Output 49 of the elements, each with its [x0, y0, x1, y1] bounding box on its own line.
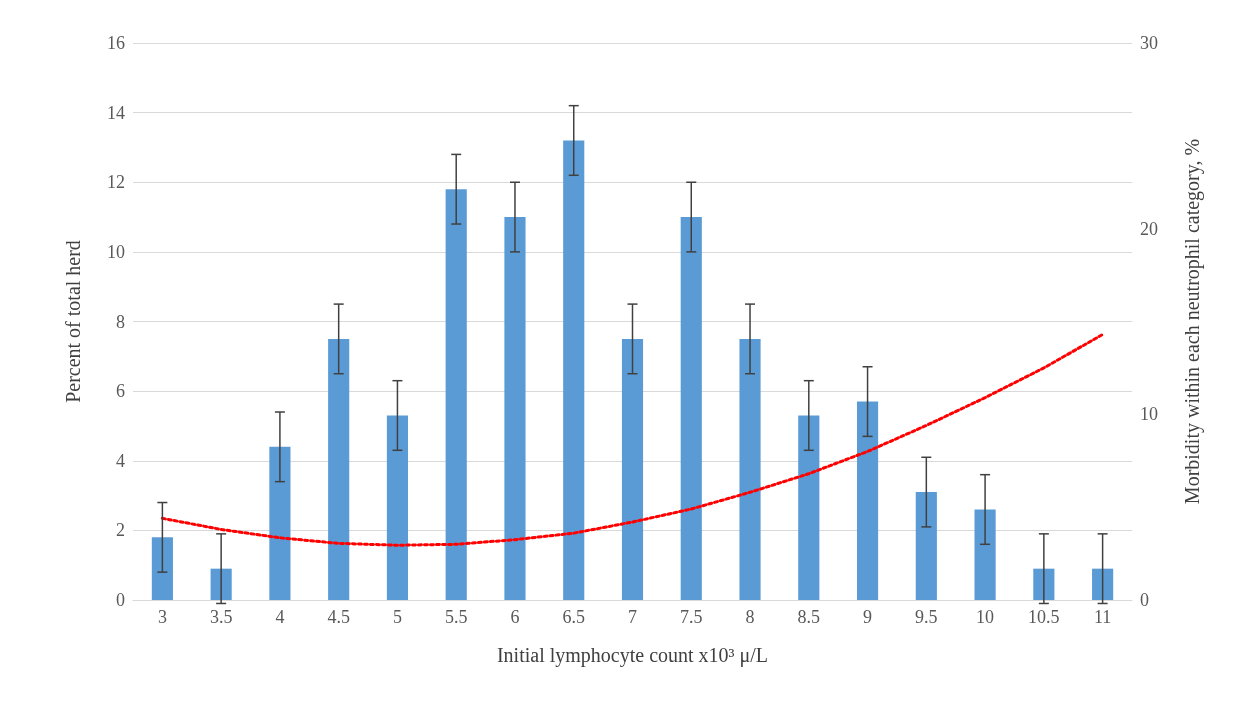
bar	[386, 415, 409, 600]
x-tick-label: 9.5	[915, 607, 938, 627]
x-tick-label: 8	[745, 607, 755, 627]
x-tick-label: 6	[510, 607, 520, 627]
bar	[798, 415, 820, 600]
x-tick-label: 5	[392, 607, 402, 627]
y-tick-label: 6	[116, 381, 125, 402]
x-tick-label: 6.5	[562, 607, 585, 627]
y-axis-title: Percent of total herd	[62, 240, 84, 403]
x-tick-label: 3.5	[209, 607, 233, 627]
bar	[739, 338, 761, 600]
y2-tick-label: 0	[1140, 590, 1149, 610]
x-tick-label: 4	[275, 607, 285, 627]
y-tick-label: 12	[107, 172, 125, 193]
bar	[856, 401, 879, 600]
x-axis-title: Initial lymphocyte count x10³ μ/L	[496, 644, 769, 667]
x-tick-label: 4.5	[327, 607, 350, 627]
y-tick-label: 2	[116, 520, 125, 541]
x-tick-label: 8.5	[797, 607, 821, 627]
x-tick-label: 7.5	[680, 607, 703, 627]
y-tick-label: 8	[116, 311, 125, 332]
y-tick-label: 0	[116, 590, 125, 610]
y2-tick-label: 30	[1140, 33, 1158, 53]
y-tick-label: 14	[107, 102, 125, 123]
bar	[680, 217, 702, 600]
y2-tick-label: 20	[1140, 218, 1158, 239]
y2-axis-title: Morbidity within each neutrophil category, %	[1181, 138, 1204, 505]
x-tick-label: 3	[157, 607, 167, 627]
bar	[1092, 568, 1114, 600]
bar	[269, 446, 291, 600]
line-series	[160, 333, 1105, 547]
y-tick-label: 10	[107, 241, 125, 262]
bar	[151, 537, 173, 600]
x-tick-label: 7	[628, 607, 637, 627]
x-tick-label: 9	[863, 607, 873, 627]
x-tick-label: 11	[1093, 607, 1112, 627]
bar	[915, 492, 937, 600]
bar	[504, 217, 526, 600]
x-tick-label: 10.5	[1028, 607, 1060, 627]
bar	[563, 140, 585, 600]
bar	[328, 338, 350, 600]
bar	[621, 338, 644, 600]
y-tick-label: 16	[107, 33, 125, 53]
x-tick-label: 5.5	[444, 607, 468, 627]
y-tick-label: 4	[116, 450, 125, 471]
bar	[974, 509, 996, 600]
bar	[445, 189, 467, 600]
y2-tick-label: 10	[1140, 404, 1158, 425]
x-tick-label: 10	[976, 607, 995, 627]
